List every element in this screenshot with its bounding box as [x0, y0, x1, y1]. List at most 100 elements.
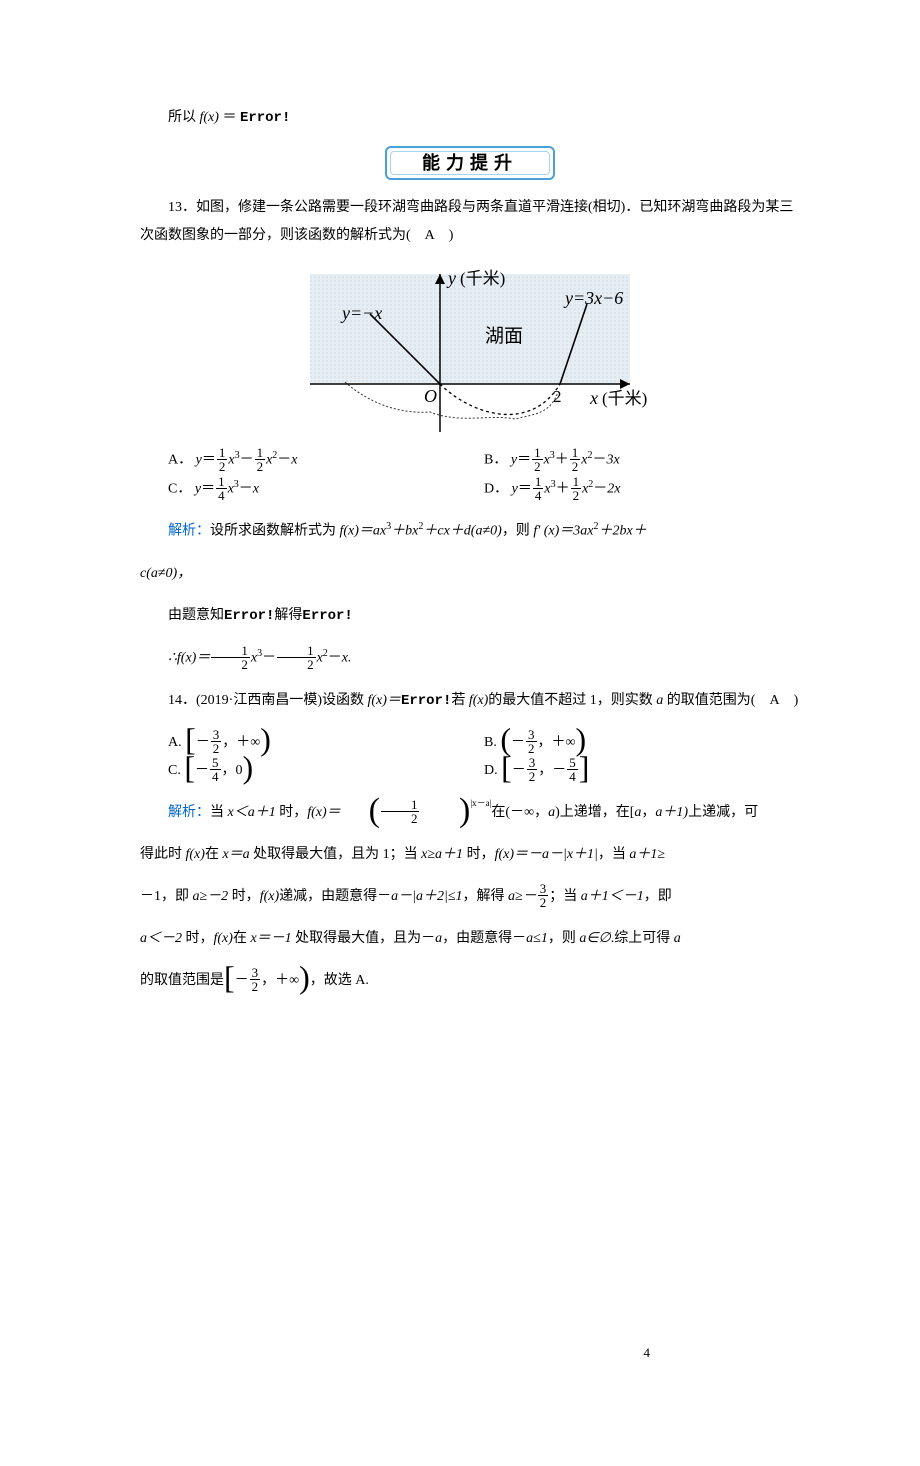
opt-label: B．: [484, 453, 507, 468]
m: x＝a: [222, 847, 249, 862]
t: 的最大值不超过 1，则实数: [488, 693, 656, 708]
opt-a-tail: x: [291, 453, 297, 468]
q14-sol-2: 得此时 f(x)在 x＝a 处取得最大值，且为 1；当 x≥a＋1 时，f(x)…: [140, 841, 800, 869]
t: 时，: [463, 847, 495, 862]
q14-opt-b: B. (－32，＋∞): [484, 729, 800, 757]
m: x≥a＋1: [421, 847, 463, 862]
exp: |x－a|: [470, 798, 491, 808]
line2-label: y=3x−6: [563, 288, 623, 308]
line1-label: y=−x: [340, 303, 382, 323]
q13-opt-c: C． y＝14x3－x: [168, 475, 484, 504]
t: 在(－∞，: [491, 805, 548, 820]
opt-b-tail: 3x: [607, 453, 620, 468]
m: ＋cx＋d(a≠0): [423, 524, 501, 539]
t: 的取值范围为(: [663, 693, 769, 708]
error-token: Error!: [401, 693, 451, 709]
q13-sol-3: 由题意知Error!解得Error!: [140, 602, 800, 630]
x-axis-label: x: [589, 388, 598, 408]
q14-options: A. [－32，＋∞) B. (－32，＋∞) C. [－54，0) D. [－…: [168, 729, 800, 785]
t: 解得: [274, 608, 302, 623]
m: a＋1＜－1: [581, 889, 644, 904]
error-token: Error!: [302, 608, 352, 624]
t: 上递减，可: [688, 805, 758, 820]
t: 时，: [182, 931, 214, 946]
m: a≤1: [526, 931, 548, 946]
badge-text: 能力提升: [422, 153, 518, 173]
q-num: 14．: [168, 693, 196, 708]
opt-label: B.: [484, 735, 497, 750]
opt-label: A．: [168, 453, 192, 468]
line-so-fx: 所以 f(x) ＝ Error!: [140, 104, 800, 132]
t: 当: [210, 805, 228, 820]
q14-stem: 14．(2019·江西南昌一模)设函数 f(x)＝Error!若 f(x)的最大…: [140, 687, 800, 715]
m: f(x): [186, 847, 205, 862]
t: 处取得最大值，且为 1；当: [250, 847, 422, 862]
q14-sol-4: a＜－2 时，f(x)在 x＝－1 处取得最大值，且为－a，由题意得－a≤1，则…: [140, 925, 800, 953]
opt-label: C.: [168, 763, 181, 778]
t: ，解得: [463, 889, 509, 904]
origin-label: O: [424, 386, 437, 406]
m: f(x): [260, 889, 279, 904]
t: 处取得最大值，且为－: [292, 931, 436, 946]
q14-answer: A: [769, 693, 779, 708]
q13-figure: y (千米) x (千米) y=−x y=3x−6 湖面 O 2: [290, 264, 650, 442]
m: x.: [342, 651, 352, 666]
m: a＋1): [655, 805, 688, 820]
m: a－|a＋2|≤1: [391, 889, 462, 904]
opt-d-tail: 2x: [607, 481, 620, 496]
q13-answer: A: [425, 228, 435, 243]
q13-opt-d: D． y＝14x3＋12x2－2x: [484, 475, 800, 504]
q13-text1: 如图，修建一条公路需要一段环湖弯曲路段与两条直道平滑连接(相切)．已知环湖弯曲路…: [140, 200, 793, 243]
opt-label: D．: [484, 481, 508, 496]
y-axis-label-cn: (千米): [460, 269, 505, 288]
t: ，故选 A.: [310, 973, 369, 988]
m: f(x): [214, 931, 233, 946]
m: ＋bx: [391, 524, 418, 539]
t: 设函数: [322, 693, 368, 708]
m: a: [674, 931, 681, 946]
m: f(x): [469, 693, 488, 708]
text: 所以: [168, 110, 200, 125]
sol-label: 解析：: [168, 524, 210, 539]
m: f(x)＝ax: [340, 524, 387, 539]
tail: 0: [236, 763, 243, 778]
t: ，由题意得－: [442, 931, 526, 946]
math-fx: f(x): [200, 110, 219, 125]
q14-opt-c: C. [－54，0): [168, 757, 484, 785]
q13-opt-b: B． y＝12x3＋12x2－3x: [484, 446, 800, 475]
m: a≥－2: [193, 889, 229, 904]
tail: ＋∞: [236, 735, 260, 750]
t: 在: [205, 847, 223, 862]
m: a＋1≥: [629, 847, 665, 862]
m: f(x)＝－a－|x＋1|: [495, 847, 598, 862]
m: x＝－1: [250, 931, 291, 946]
xtick-2: 2: [553, 387, 562, 406]
q13-text2: ): [435, 228, 454, 243]
t: ，当: [598, 847, 630, 862]
q13-opt-a: A． y＝12x3－12x2－x: [168, 446, 484, 475]
q13-options: A． y＝12x3－12x2－x B． y＝12x3＋12x2－3x C． y＝…: [168, 446, 800, 503]
m: ∴f(x)＝: [168, 651, 210, 666]
error-token: Error!: [240, 110, 290, 126]
m: a＜－2: [140, 931, 182, 946]
lake-shore: [345, 382, 558, 419]
tail: ＋∞: [552, 735, 576, 750]
t: ；当: [549, 889, 581, 904]
t: 设所求函数解析式为: [210, 524, 340, 539]
t: 时，: [228, 889, 260, 904]
t: .综上可得: [611, 931, 674, 946]
m: x＜a＋1: [228, 805, 276, 820]
m: a≥－: [508, 889, 537, 904]
q13-sol-4: ∴f(x)＝12x3－12x2－x.: [140, 644, 800, 673]
opt-label: C．: [168, 481, 191, 496]
t: ，则: [548, 931, 580, 946]
t: ): [780, 693, 799, 708]
t: 得此时: [140, 847, 186, 862]
t: ，: [641, 805, 655, 820]
lake-label: 湖面: [485, 325, 523, 347]
opt-c-tail: x: [253, 481, 259, 496]
m: a∈∅: [579, 931, 610, 946]
t: ，则: [502, 524, 534, 539]
t: ，即: [644, 889, 672, 904]
q14-opt-a: A. [－32，＋∞): [168, 729, 484, 757]
